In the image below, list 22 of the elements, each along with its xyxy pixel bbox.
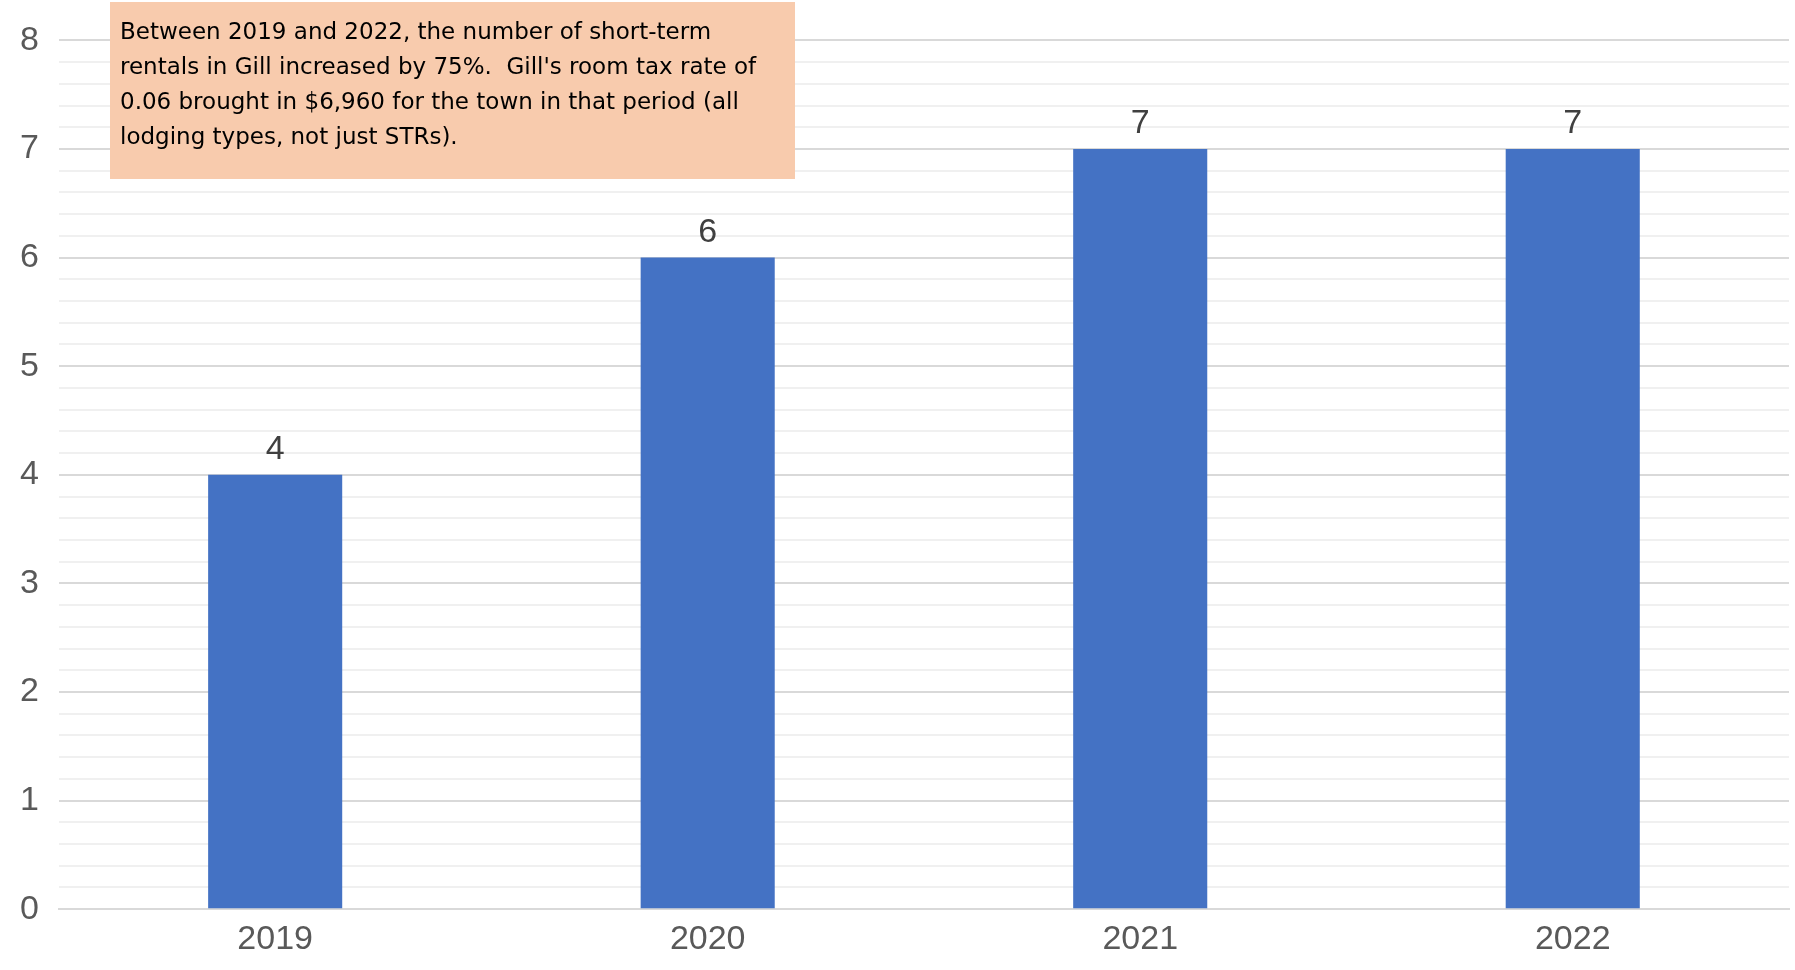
y-tick-label: 5	[19, 344, 39, 383]
x-tick-label: 2021	[1102, 917, 1179, 956]
y-tick-label: 0	[19, 887, 39, 926]
data-label: 4	[265, 428, 285, 467]
x-tick-label: 2019	[237, 917, 313, 956]
y-tick-label: 1	[19, 778, 39, 817]
y-tick-label: 8	[19, 18, 39, 57]
x-tick-label: 2020	[669, 917, 746, 956]
x-tick-label: 2022	[1534, 917, 1611, 956]
bar	[1505, 149, 1640, 909]
data-label: 6	[698, 210, 718, 249]
bar	[1073, 149, 1208, 909]
y-tick-label: 7	[19, 127, 39, 166]
annotation: Between 2019 and 2022, the number of short-term rentals in Gill increased by 75%. Gill's room tax rate of 0.06 brought in $6,960 for the town in that period (all lodging types, not just STRs).	[110, 2, 795, 179]
bar	[640, 257, 775, 909]
y-tick-label: 4	[19, 453, 39, 492]
y-tick-label: 6	[19, 235, 39, 274]
bar	[208, 474, 343, 909]
y-tick-label: 3	[19, 561, 39, 600]
y-tick-label: 2	[19, 670, 39, 709]
data-label: 7	[1563, 102, 1583, 141]
data-label: 7	[1130, 102, 1150, 141]
